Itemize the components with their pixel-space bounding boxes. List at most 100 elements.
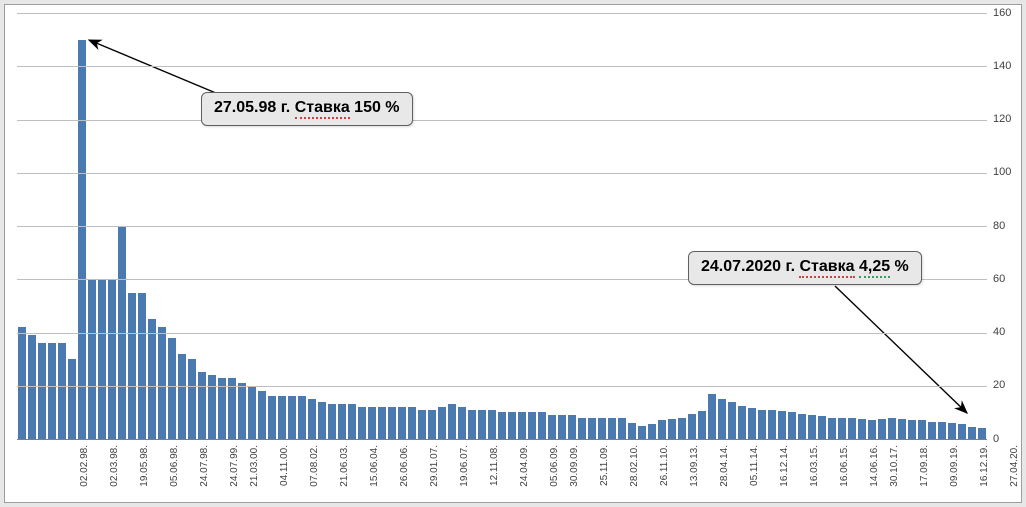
x-tick-label: 24.04.09. <box>519 445 530 505</box>
bar <box>428 410 435 439</box>
bar <box>288 396 295 439</box>
bar <box>208 375 215 439</box>
bar <box>278 396 285 439</box>
bar <box>658 420 665 439</box>
bar <box>508 412 515 439</box>
x-tick-label: 25.11.09. <box>599 445 610 505</box>
bar <box>948 423 955 439</box>
bar <box>378 407 385 439</box>
bar <box>538 412 545 439</box>
bar <box>618 418 625 439</box>
x-tick-label: 16.03.15. <box>809 445 820 505</box>
bar <box>928 422 935 439</box>
y-tick-label: 120 <box>993 113 1011 125</box>
bar <box>238 383 245 439</box>
grid-line <box>17 226 987 227</box>
bar <box>958 424 965 439</box>
x-tick-label: 05.11.14. <box>749 445 760 505</box>
bar <box>838 418 845 439</box>
bar <box>328 404 335 439</box>
bar <box>748 408 755 439</box>
bar <box>728 402 735 439</box>
y-tick-label: 100 <box>993 166 1011 178</box>
bar <box>258 391 265 439</box>
x-tick-label: 07.08.02. <box>309 445 320 505</box>
x-tick-label: 15.06.04. <box>369 445 380 505</box>
x-tick-label: 28.02.10. <box>629 445 640 505</box>
bar <box>608 418 615 439</box>
grid-line <box>17 13 987 14</box>
bar <box>568 415 575 439</box>
bar <box>418 410 425 439</box>
bar <box>28 335 35 439</box>
x-tick-label: 04.11.00. <box>279 445 290 505</box>
bar <box>578 418 585 439</box>
bar <box>708 394 715 439</box>
x-tick-label: 19.05.98. <box>139 445 150 505</box>
grid-line <box>17 439 987 440</box>
plot-area <box>17 13 987 439</box>
bar <box>308 399 315 439</box>
bar <box>358 407 365 439</box>
bar <box>648 424 655 439</box>
grid-line <box>17 386 987 387</box>
bar <box>588 418 595 439</box>
grid-line <box>17 66 987 67</box>
bar <box>488 410 495 439</box>
bar <box>688 414 695 439</box>
bar <box>48 343 55 439</box>
bar <box>678 418 685 439</box>
bar <box>698 411 705 439</box>
bar <box>228 378 235 439</box>
bar <box>388 407 395 439</box>
bar <box>868 420 875 439</box>
y-tick-label: 160 <box>993 7 1011 19</box>
bar <box>348 404 355 439</box>
x-tick-label: 29.01.07. <box>429 445 440 505</box>
bar <box>178 354 185 439</box>
bar <box>248 386 255 439</box>
bar <box>898 419 905 439</box>
x-tick-label: 30.10.17. <box>889 445 900 505</box>
y-tick-label: 20 <box>993 379 1005 391</box>
x-tick-label: 05.06.09. <box>549 445 560 505</box>
bar <box>918 420 925 439</box>
bar <box>638 426 645 439</box>
y-tick-label: 140 <box>993 60 1011 72</box>
x-tick-label: 28.04.14. <box>719 445 730 505</box>
bar <box>438 407 445 439</box>
bar <box>138 293 145 439</box>
bar <box>218 378 225 439</box>
bar <box>108 279 115 439</box>
bar <box>828 418 835 439</box>
bar <box>78 40 85 439</box>
bar <box>128 293 135 439</box>
bar <box>68 359 75 439</box>
bar <box>888 418 895 439</box>
bar <box>798 414 805 439</box>
bar <box>468 410 475 439</box>
bar <box>518 412 525 439</box>
bar <box>408 407 415 439</box>
x-tick-label: 24.07.98. <box>199 445 210 505</box>
x-tick-label: 13.09.13. <box>689 445 700 505</box>
bar <box>88 279 95 439</box>
bar <box>718 399 725 439</box>
bar <box>338 404 345 439</box>
bar <box>498 412 505 439</box>
grid-line <box>17 173 987 174</box>
bar <box>38 343 45 439</box>
x-tick-label: 16.12.19. <box>979 445 990 505</box>
grid-line <box>17 120 987 121</box>
bar <box>98 279 105 439</box>
x-tick-label: 24.07.99. <box>229 445 240 505</box>
x-tick-label: 05.06.98. <box>169 445 180 505</box>
bar <box>938 422 945 439</box>
x-tick-label: 02.02.98. <box>79 445 90 505</box>
bar <box>848 418 855 439</box>
x-tick-label: 30.09.09. <box>569 445 580 505</box>
bar <box>768 410 775 439</box>
x-tick-label: 14.06.16. <box>869 445 880 505</box>
bar <box>528 412 535 439</box>
x-tick-label: 02.03.98. <box>109 445 120 505</box>
